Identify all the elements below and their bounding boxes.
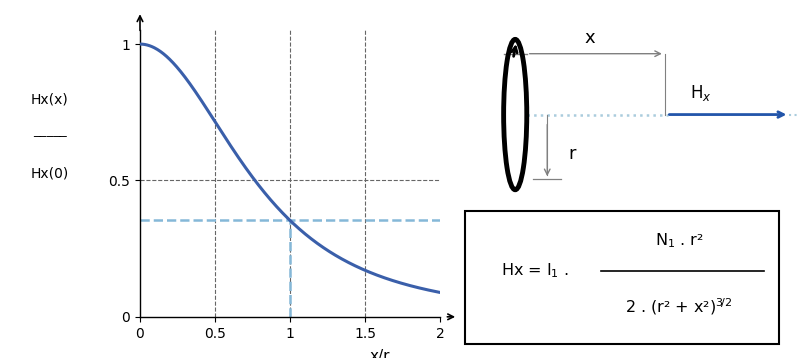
Text: Hx(0): Hx(0) (31, 166, 69, 181)
Text: ─────: ───── (33, 131, 67, 141)
Text: x/r: x/r (370, 349, 390, 358)
Text: r: r (569, 145, 576, 163)
Text: Hx(x): Hx(x) (31, 92, 69, 106)
Text: Hx = I$_1$ .: Hx = I$_1$ . (501, 261, 569, 280)
FancyBboxPatch shape (466, 211, 778, 344)
Text: N$_1$ . r²: N$_1$ . r² (654, 231, 703, 250)
Text: x: x (585, 29, 595, 47)
Text: H$_x$: H$_x$ (690, 83, 711, 103)
Text: 2 . (r² + x²)$^{3\!/2}$: 2 . (r² + x²)$^{3\!/2}$ (626, 296, 733, 317)
